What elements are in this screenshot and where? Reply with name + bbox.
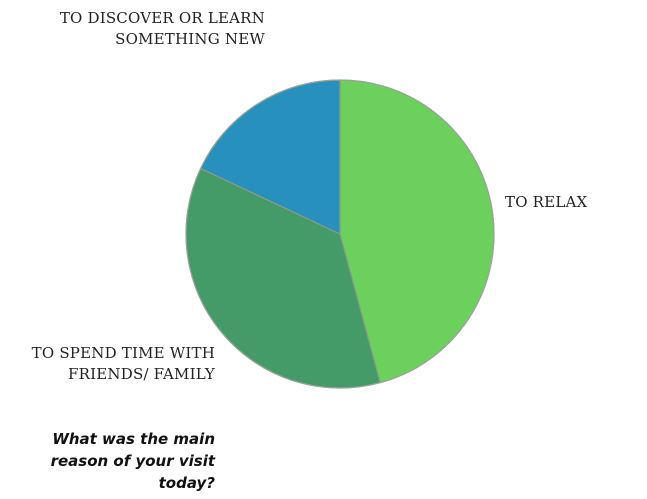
chart-question: What was the main reason of your visit t… (50, 430, 215, 492)
label-discover: TO DISCOVER OR LEARN SOMETHING NEW (59, 9, 265, 48)
label-spend-time: TO SPEND TIME WITH FRIENDS/ FAMILY (31, 344, 215, 383)
label-relax: TO RELAX (505, 193, 588, 211)
pie-outline (185, 79, 495, 389)
